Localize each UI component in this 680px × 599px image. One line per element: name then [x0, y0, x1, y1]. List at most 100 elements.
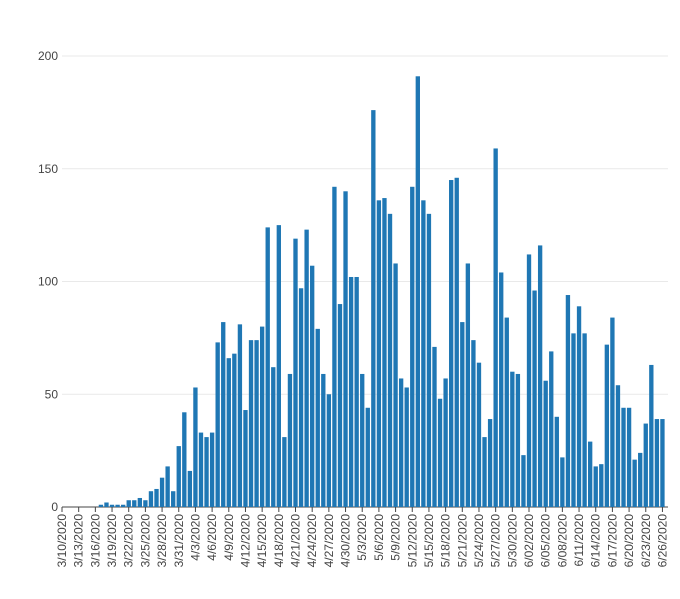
x-tick-label: 6/26/2020: [655, 514, 669, 568]
bar: [510, 371, 515, 507]
x-tick-label: 5/6/2020: [372, 514, 386, 561]
x-tick-label: 4/30/2020: [339, 514, 353, 568]
y-tick-label: 0: [51, 500, 58, 514]
bar: [137, 497, 143, 507]
bar: [376, 200, 382, 507]
bar: [554, 416, 559, 507]
bar: [115, 504, 120, 507]
bar: [287, 373, 293, 507]
bar: [560, 457, 565, 507]
bar: [565, 295, 571, 507]
x-tick-label: 4/27/2020: [322, 514, 336, 568]
bar: [437, 398, 443, 507]
bar: [471, 340, 476, 507]
bar: [204, 437, 209, 507]
bar: [576, 306, 582, 507]
x-tick-label: 4/3/2020: [188, 514, 202, 561]
bar: [587, 441, 593, 507]
bar: [654, 419, 660, 507]
y-tick-label: 50: [45, 387, 59, 401]
bar: [215, 342, 220, 507]
x-tick-label: 3/28/2020: [155, 514, 169, 568]
bar: [526, 254, 532, 507]
bar: [660, 419, 665, 507]
bar: [282, 437, 287, 507]
bar: [187, 470, 193, 507]
x-axis-ticks: 3/10/2020 3/13/2020 3/16/2020 3/19/2020 3/22…: [55, 507, 669, 567]
bar: [398, 378, 404, 507]
bar: [454, 177, 459, 507]
bar: [159, 477, 165, 507]
bar: [532, 290, 537, 507]
bar: [259, 326, 265, 507]
bar: [415, 76, 420, 508]
bar: [165, 466, 170, 507]
bar: [421, 200, 426, 507]
bar: [476, 362, 482, 507]
bar: [571, 333, 576, 507]
bar: [226, 358, 231, 507]
x-tick-label: 3/13/2020: [72, 514, 86, 568]
x-tick-label: 5/12/2020: [405, 514, 419, 568]
x-tick-label: 4/6/2020: [205, 514, 219, 561]
bar: [98, 504, 104, 507]
bar: [265, 227, 270, 507]
y-tick-label: 200: [38, 49, 58, 63]
bar: [465, 263, 471, 507]
y-tick-label: 100: [38, 275, 58, 289]
bar: [104, 502, 109, 507]
bar: [182, 412, 187, 507]
bar: [638, 452, 643, 507]
x-tick-label: 4/18/2020: [272, 514, 286, 568]
bar: [254, 340, 259, 507]
bar: [449, 180, 454, 507]
bar: [610, 317, 615, 507]
bar: [432, 346, 437, 507]
x-tick-label: 5/18/2020: [439, 514, 453, 568]
bar: [521, 455, 526, 507]
bar: [382, 198, 387, 507]
bar: [120, 504, 126, 507]
bar: [315, 328, 320, 507]
bar: [209, 432, 215, 507]
x-tick-label: 5/30/2020: [505, 514, 519, 568]
bar: [443, 378, 448, 507]
bar: [276, 225, 281, 507]
x-tick-label: 4/21/2020: [289, 514, 303, 568]
bar: [132, 500, 137, 507]
bar: [365, 407, 370, 507]
x-tick-label: 6/05/2020: [539, 514, 553, 568]
bar: [298, 288, 304, 507]
bar: [404, 387, 409, 507]
bar: [460, 322, 465, 507]
bar: [537, 245, 543, 508]
x-tick-label: 6/14/2020: [589, 514, 603, 568]
x-tick-label: 4/24/2020: [305, 514, 319, 568]
bar: [626, 407, 632, 507]
x-tick-label: 3/25/2020: [138, 514, 152, 568]
x-tick-label: 3/22/2020: [122, 514, 136, 568]
x-tick-label: 5/15/2020: [422, 514, 436, 568]
bar: [248, 340, 254, 507]
bar: [154, 488, 159, 507]
bar: [487, 419, 493, 507]
bar: [360, 373, 365, 507]
bar: [482, 437, 487, 507]
bar: [337, 304, 343, 507]
bar: [504, 317, 509, 507]
x-tick-label: 5/21/2020: [455, 514, 469, 568]
bar: [232, 353, 237, 507]
x-tick-label: 4/15/2020: [255, 514, 269, 568]
y-tick-label: 150: [38, 162, 58, 176]
x-tick-label: 6/23/2020: [639, 514, 653, 568]
bar: [426, 213, 432, 507]
x-tick-label: 5/3/2020: [355, 514, 369, 561]
bar: [343, 191, 348, 508]
bar: [243, 410, 248, 507]
x-tick-label: 5/27/2020: [489, 514, 503, 568]
bar: [310, 265, 315, 507]
x-tick-label: 4/9/2020: [222, 514, 236, 561]
x-tick-label: 3/31/2020: [172, 514, 186, 568]
